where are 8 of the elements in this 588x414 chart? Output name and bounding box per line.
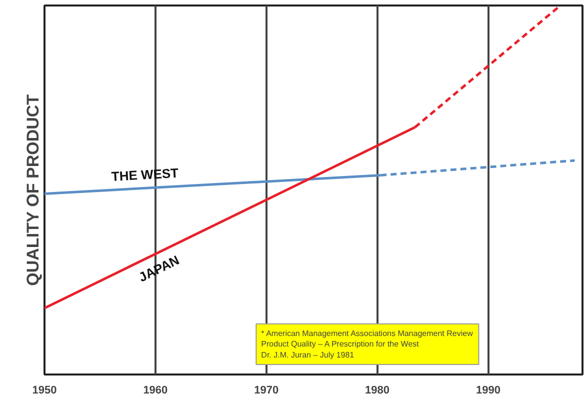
x-tick-label: 1980 [365,384,390,396]
series-label: THE WEST [110,165,179,184]
x-tick-label: 1950 [32,384,57,396]
annotation: * American Management Associations Management Review Product Quality – A Prescription for the West Dr. J.M. Juran – July 1981 [261,328,474,360]
x-tick-label: 1960 [143,384,168,396]
x-tick-label: 1990 [476,384,500,396]
x-tick-label: 1970 [254,384,279,396]
y-axis-title: QUALITY OF PRODUCT [24,94,42,286]
